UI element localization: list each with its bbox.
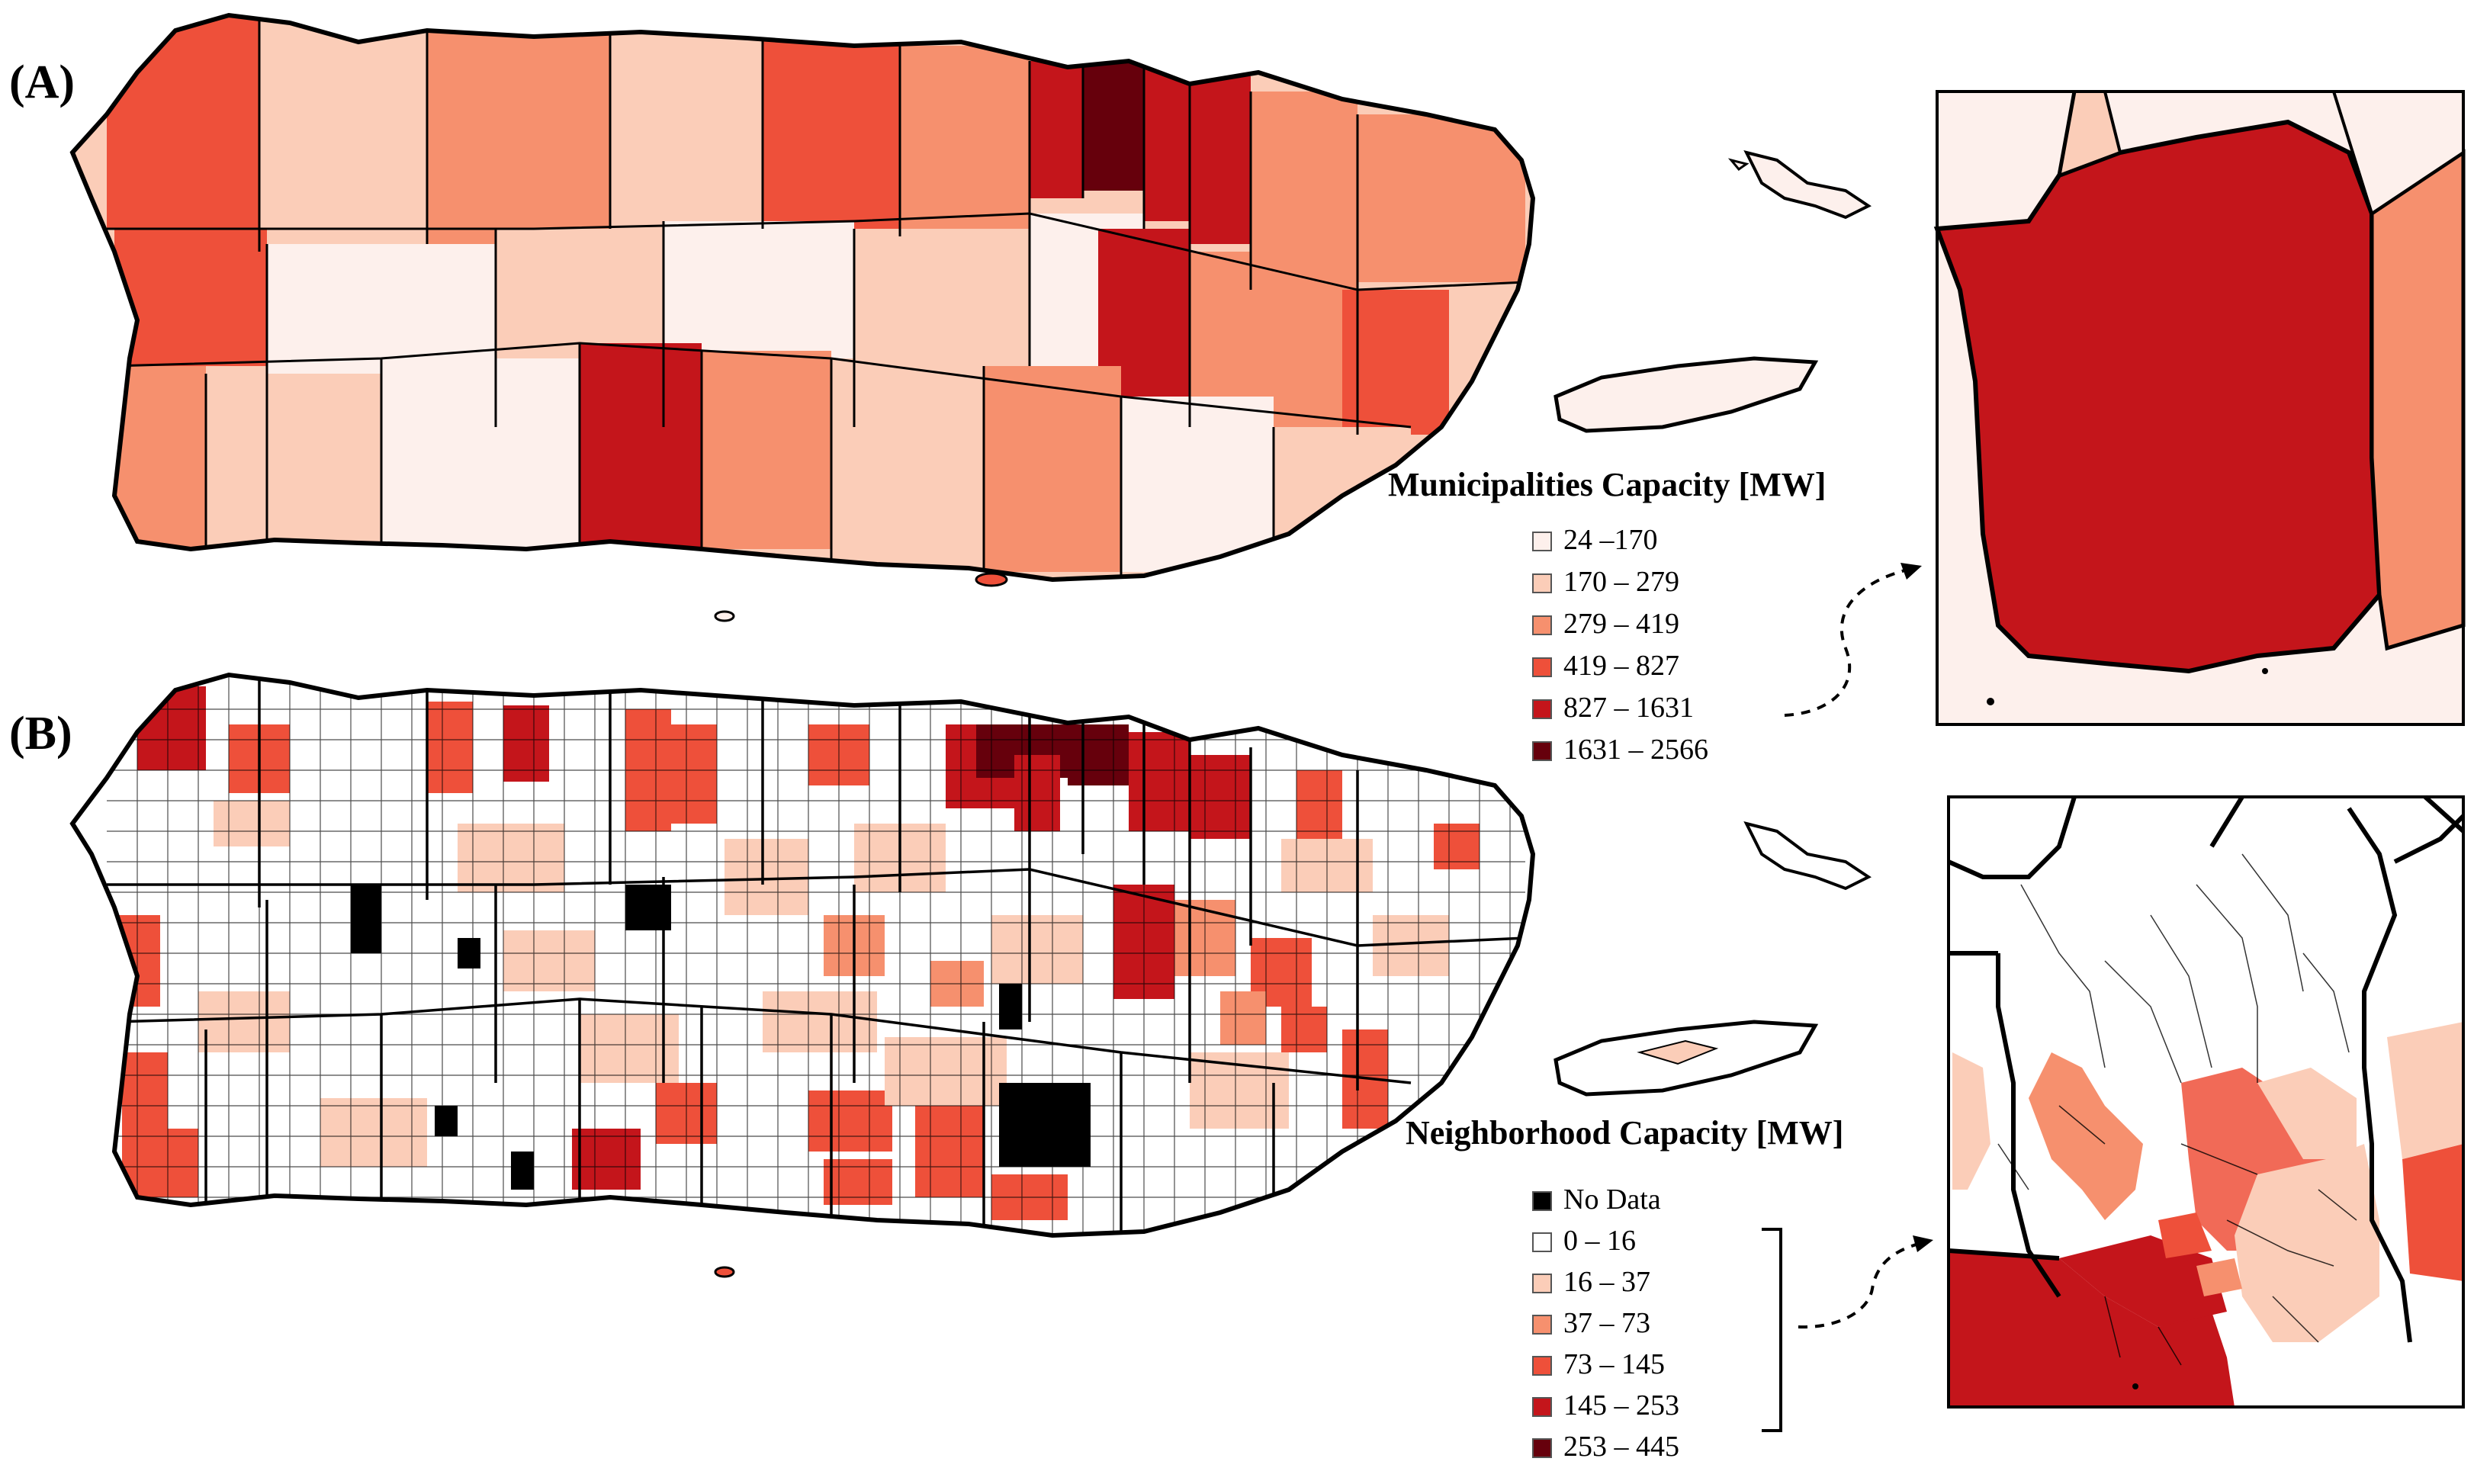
panel-b-inset [1947,795,2466,1409]
panel-a-inset-municipality [1933,119,2382,674]
panel-b: (B) [9,671,2466,1463]
panel-b-label: (B) [9,708,72,760]
panel-a: (A) [9,12,2466,766]
panel-a-arrowhead [1900,563,1922,580]
panel-a-island-border [69,12,1536,583]
legend-label: No Data [1563,1184,1661,1216]
legend-label: 279 – 419 [1563,608,1679,640]
legend-swatch [1532,699,1552,719]
legend-swatch [1532,1274,1552,1293]
legend-label: 145 – 253 [1563,1389,1679,1421]
panel-b-legend-title: Neighborhood Capacity [MW] [1406,1114,1843,1152]
legend-label: 827 – 1631 [1563,692,1694,724]
legend-swatch [1532,1397,1552,1417]
panel-b-boundaries [107,675,1526,1235]
panel-b-arrowhead [1913,1235,1933,1252]
panel-b-arrow [1798,1241,1923,1329]
panel-b-vieques-culebra [714,821,1872,1278]
legend-label: 1631 – 2566 [1563,734,1708,766]
panel-a-boundaries [107,15,1526,576]
panel-a-island-map[interactable] [69,12,1536,583]
panel-b-legend: Neighborhood Capacity [MW] No Data 0 – 16… [1406,1114,1843,1463]
panel-a-vieques-culebra [714,150,1872,622]
panel-a-arrow [1784,567,1915,717]
panel-a-legend: Municipalities Capacity [MW] 24 –170 170 … [1388,466,1826,766]
panel-b-island-outline [69,673,1535,1238]
legend-swatch [1532,615,1552,635]
legend-label: 419 – 827 [1563,650,1679,682]
panel-b-island-map[interactable] [69,671,1536,1238]
legend-swatch [1532,1232,1552,1252]
legend-swatch [1532,741,1552,761]
panel-b-legend-bracket [1762,1228,1782,1432]
panel-a-legend-title: Municipalities Capacity [MW] [1388,466,1826,503]
legend-swatch [1532,1356,1552,1376]
legend-swatch [1532,1438,1552,1458]
panel-a-inset [1933,90,2466,726]
panel-a-municipalities [107,15,1525,572]
legend-swatch [1532,657,1552,677]
legend-swatch [1532,1315,1552,1335]
legend-label: 16 – 37 [1563,1266,1650,1298]
legend-swatch [1532,1191,1552,1211]
legend-swatch [1532,573,1552,593]
legend-label: 170 – 279 [1563,566,1679,598]
legend-label: 37 – 73 [1563,1307,1650,1339]
legend-label: 24 –170 [1563,524,1658,556]
legend-label: 253 – 445 [1563,1431,1679,1463]
legend-label: 0 – 16 [1563,1225,1636,1257]
panel-b-island-border [69,672,1536,1238]
legend-label: 73 – 145 [1563,1348,1665,1380]
legend-swatch [1532,532,1552,551]
panel-a-label: (A) [9,56,75,108]
